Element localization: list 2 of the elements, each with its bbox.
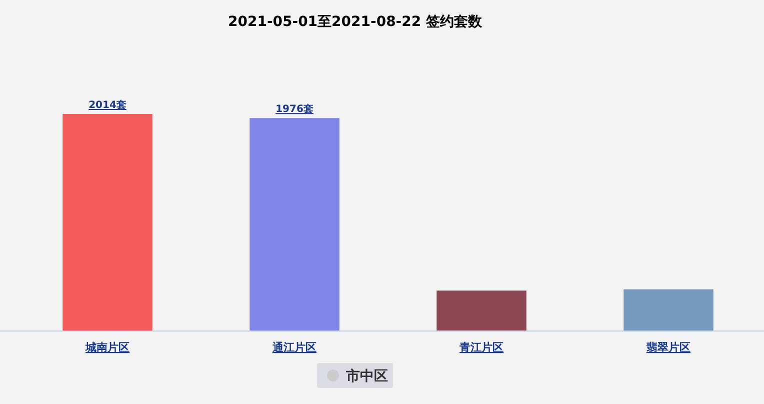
title: 2021-05-01至2021-08-22 签约套数 — [228, 14, 482, 30]
legend: 市中区 — [317, 363, 393, 388]
